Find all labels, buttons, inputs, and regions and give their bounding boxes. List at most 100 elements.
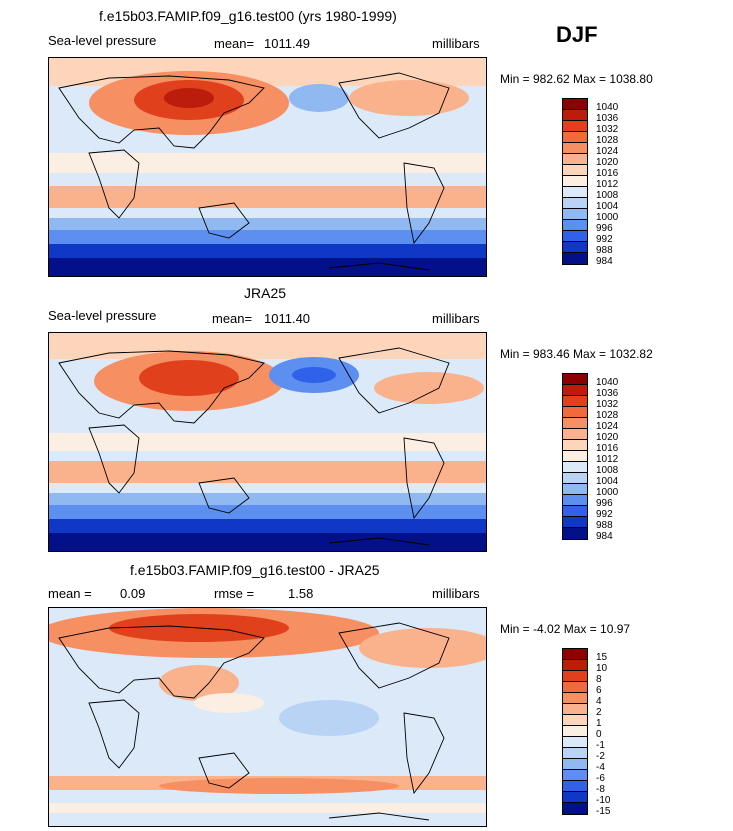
panel1-tick: 1012 [596, 179, 619, 190]
panel2-colorbar-swatch [563, 429, 587, 440]
panel2-colorbar-swatch [563, 495, 587, 506]
panel1-colorbar-swatch [563, 253, 587, 264]
panel3-colorbar-swatch [563, 770, 587, 781]
panel1-colorbar-swatch [563, 187, 587, 198]
panel1-colorbar-swatch [563, 143, 587, 154]
panel3-tick: 10 [596, 663, 608, 674]
panel2-colorbar-swatch [563, 484, 587, 495]
panel1-tick: 1016 [596, 168, 619, 179]
panel2-map-field [49, 333, 486, 551]
panel2-units: millibars [432, 311, 480, 326]
panel1-tick: 996 [596, 223, 613, 234]
panel2-tick: 992 [596, 509, 613, 520]
panel1-tick: 1032 [596, 124, 619, 135]
panel1-colorbar-swatch [563, 231, 587, 242]
panel2-colorbar-swatch [563, 528, 587, 539]
panel3-colorbar-swatch [563, 726, 587, 737]
panel2-tick: 1016 [596, 443, 619, 454]
panel3-tick: -6 [596, 773, 605, 784]
panel2-tick: 984 [596, 531, 613, 542]
panel2-tick: 1036 [596, 388, 619, 399]
panel3-colorbar-swatch [563, 781, 587, 792]
panel3-mean-label: mean = [48, 586, 92, 601]
panel2-colorbar-swatch [563, 385, 587, 396]
panel2-colorbar-swatch [563, 374, 587, 385]
panel2-colorbar-swatch [563, 440, 587, 451]
panel1-tick: 988 [596, 245, 613, 256]
panel2-colorbar-swatch [563, 407, 587, 418]
panel3-map-field [49, 608, 486, 826]
panel2-colorbar-swatch [563, 462, 587, 473]
panel1-tick: 992 [596, 234, 613, 245]
panel1-colorbar-swatch [563, 165, 587, 176]
panel2-tick: 988 [596, 520, 613, 531]
panel3-tick: 0 [596, 729, 602, 740]
panel3-tick: -4 [596, 762, 605, 773]
panel3-colorbar-swatch [563, 792, 587, 803]
panel2-title: JRA25 [244, 285, 287, 301]
panel3-tick: 2 [596, 707, 602, 718]
panel3-tick: 8 [596, 674, 602, 685]
panel3-units: millibars [432, 586, 480, 601]
panel1-colorbar-swatch [563, 132, 587, 143]
panel2-mean-label: mean= [212, 311, 253, 326]
panel2-tick: 1000 [596, 487, 619, 498]
panel3-colorbar-swatch [563, 748, 587, 759]
panel3-minmax: Min = -4.02 Max = 10.97 [500, 622, 631, 636]
panel3-colorbar-swatch [563, 803, 587, 814]
panel2-tick: 996 [596, 498, 613, 509]
panel2-mean-value: 1011.40 [264, 311, 311, 326]
panel3-title: f.e15b03.FAMIP.f09_g16.test00 - JRA25 [130, 562, 380, 578]
panel2-colorbar-swatch [563, 451, 587, 462]
panel2-colorbar [562, 373, 588, 540]
panel2-tick: 1020 [596, 432, 619, 443]
panel3-map [48, 607, 487, 827]
panel3-colorbar-swatch [563, 737, 587, 748]
panel1-colorbar [562, 98, 588, 265]
panel2-colorbar-swatch [563, 473, 587, 484]
panel3-tick: -1 [596, 740, 605, 751]
panel2-tick: 1004 [596, 476, 619, 487]
panel1-tick: 1008 [596, 190, 619, 201]
panel3-tick: 15 [596, 652, 608, 663]
panel3-tick: 6 [596, 685, 602, 696]
panel2-tick: 1028 [596, 410, 619, 421]
panel3-tick: -8 [596, 784, 605, 795]
panel2-tick: 1012 [596, 454, 619, 465]
panel2-variable: Sea-level pressure [48, 308, 157, 323]
panel3-tick: 4 [596, 696, 602, 707]
panel1-colorbar-swatch [563, 121, 587, 132]
panel1-map [48, 57, 487, 277]
panel1-units: millibars [432, 36, 480, 51]
panel3-colorbar-swatch [563, 682, 587, 693]
panel1-tick: 1004 [596, 201, 619, 212]
panel3-colorbar-swatch [563, 704, 587, 715]
panel3-tick: -10 [596, 795, 611, 806]
panel3-colorbar-swatch [563, 693, 587, 704]
panel2-tick: 1032 [596, 399, 619, 410]
panel1-colorbar-swatch [563, 99, 587, 110]
panel1-tick: 1020 [596, 157, 619, 168]
panel3-tick: -15 [596, 806, 611, 817]
panel3-colorbar-swatch [563, 715, 587, 726]
panel2-map [48, 332, 487, 552]
panel2-tick: 1040 [596, 377, 619, 388]
panel2-tick: 1008 [596, 465, 619, 476]
panel1-tick: 1040 [596, 102, 619, 113]
panel3-colorbar [562, 648, 588, 815]
panel1-colorbar-swatch [563, 110, 587, 121]
panel2-colorbar-swatch [563, 506, 587, 517]
panel1-title: f.e15b03.FAMIP.f09_g16.test00 (yrs 1980-… [99, 8, 397, 24]
panel1-tick: 984 [596, 256, 613, 267]
panel1-tick: 1024 [596, 146, 619, 157]
panel3-tick: 1 [596, 718, 602, 729]
panel3-colorbar-swatch [563, 649, 587, 660]
panel2-tick: 1024 [596, 421, 619, 432]
panel2-colorbar-swatch [563, 517, 587, 528]
panel3-colorbar-swatch [563, 660, 587, 671]
panel1-map-field [49, 58, 486, 276]
panel2-minmax: Min = 983.46 Max = 1032.82 [500, 347, 653, 361]
panel3-mean-value: 0.09 [120, 586, 146, 601]
panel3-tick: -2 [596, 751, 605, 762]
panel1-colorbar-swatch [563, 198, 587, 209]
